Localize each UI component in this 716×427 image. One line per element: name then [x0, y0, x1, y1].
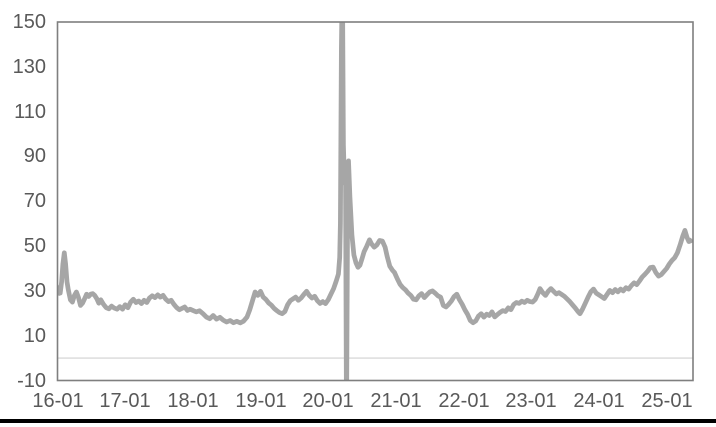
x-axis-tick-label: 21-01	[370, 390, 422, 412]
y-axis-tick-label: 50	[23, 235, 46, 257]
y-axis-tick-label: 110	[14, 101, 46, 123]
x-axis-tick-label: 17-01	[99, 390, 151, 412]
y-axis-tick-label: 30	[23, 280, 46, 302]
x-axis-tick-label: 25-01	[641, 390, 693, 412]
y-axis-tick-label: 150	[12, 11, 46, 33]
plot-area-border	[56, 21, 694, 382]
x-axis-tick-label: 22-01	[438, 390, 490, 412]
x-axis-tick-label: 19-01	[235, 390, 287, 412]
x-axis-tick-label: 24-01	[573, 390, 625, 412]
y-axis-tick-label: 70	[23, 190, 46, 212]
x-axis-tick-label: 16-01	[32, 390, 84, 412]
x-axis-tick-label: 23-01	[505, 390, 557, 412]
y-axis-tick-label: 10	[23, 325, 46, 347]
y-axis-tick-label: 90	[23, 145, 46, 167]
y-axis-tick-label: 130	[12, 56, 46, 78]
x-axis-tick-label: 18-01	[167, 390, 219, 412]
series-line	[57, 22, 693, 381]
x-axis-tick-label: 20-01	[302, 390, 354, 412]
y-axis-tick-label: -10	[17, 370, 46, 392]
figure-bottom-rule	[0, 419, 716, 423]
